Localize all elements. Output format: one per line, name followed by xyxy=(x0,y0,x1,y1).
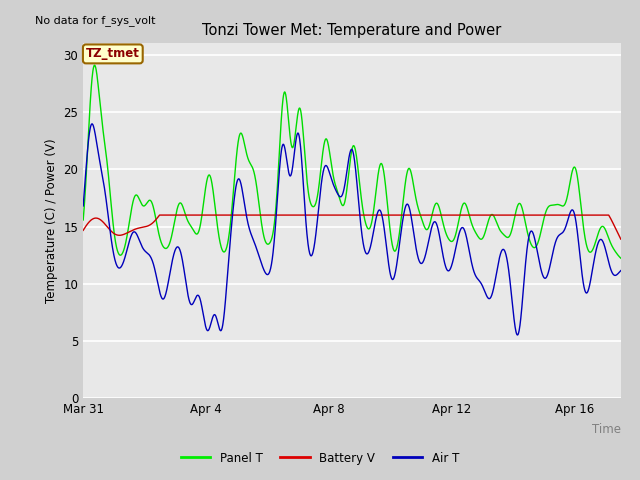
Text: No data for f_sys_volt: No data for f_sys_volt xyxy=(35,15,156,26)
Title: Tonzi Tower Met: Temperature and Power: Tonzi Tower Met: Temperature and Power xyxy=(202,23,502,38)
Y-axis label: Temperature (C) / Power (V): Temperature (C) / Power (V) xyxy=(45,139,58,303)
Text: Time: Time xyxy=(592,423,621,436)
Text: TZ_tmet: TZ_tmet xyxy=(86,48,140,60)
Legend: Panel T, Battery V, Air T: Panel T, Battery V, Air T xyxy=(176,447,464,469)
